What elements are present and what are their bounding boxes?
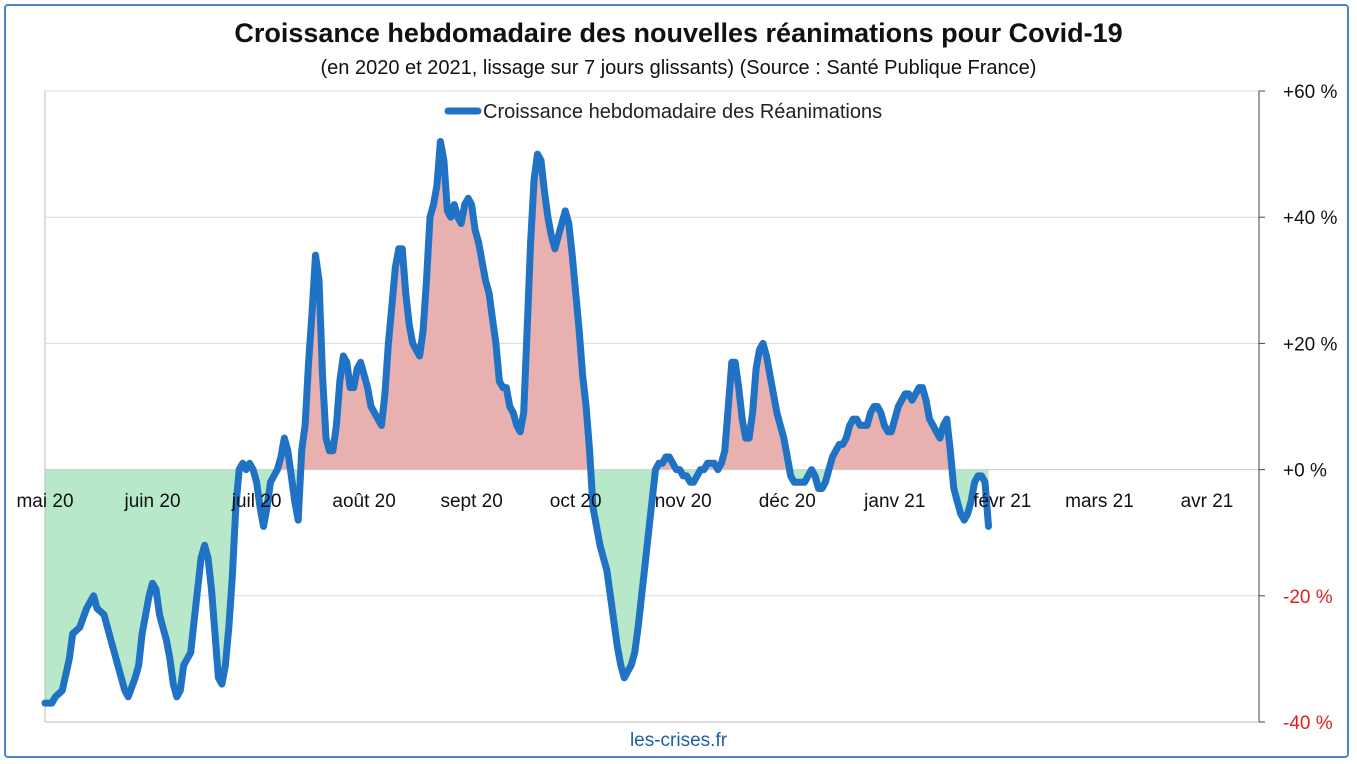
x-tick-label: déc 20 <box>759 491 816 512</box>
x-tick-label: juil 20 <box>231 491 282 512</box>
x-tick-label: mars 21 <box>1065 491 1134 512</box>
y-tick-label: -40 % <box>1283 713 1333 734</box>
source-footer: les-crises.fr <box>629 730 728 751</box>
series-line <box>41 138 992 707</box>
legend-label: Croissance hebdomadaire des Réanimations <box>483 101 882 123</box>
positive-area <box>45 141 989 470</box>
y-tick-label: +40 % <box>1283 208 1338 229</box>
x-tick-label: juin 20 <box>124 491 181 512</box>
chart-subtitle: (en 2020 et 2021, lissage sur 7 jours gl… <box>320 57 1037 79</box>
y-tick-label: +0 % <box>1283 461 1327 482</box>
series-path <box>41 138 992 707</box>
x-tick-label: janv 21 <box>863 491 925 512</box>
x-tick-label: mai 20 <box>16 491 73 512</box>
y-tick-label: +60 % <box>1283 82 1338 103</box>
negative-area <box>45 469 989 704</box>
y-tick-label: -20 % <box>1283 587 1333 608</box>
x-tick-label: nov 20 <box>655 491 712 512</box>
x-axis-ticks: mai 20 juin 20 juil 20 août 20 sept 20 oct 20… <box>16 491 1233 512</box>
x-tick-label: févr 21 <box>973 491 1031 512</box>
x-tick-label: avr 21 <box>1181 491 1234 512</box>
x-tick-label: oct 20 <box>550 491 602 512</box>
y-axis-ticks: +60 % +40 % +20 % +0 % -20 % -40 % <box>1283 82 1338 734</box>
x-tick-label: sept 20 <box>440 491 502 512</box>
y-tick-label: +20 % <box>1283 334 1338 355</box>
chart-title: Croissance hebdomadaire des nouvelles ré… <box>234 18 1123 48</box>
legend: Croissance hebdomadaire des Réanimations <box>444 101 882 123</box>
axes <box>44 90 1265 723</box>
x-tick-label: août 20 <box>332 491 395 512</box>
